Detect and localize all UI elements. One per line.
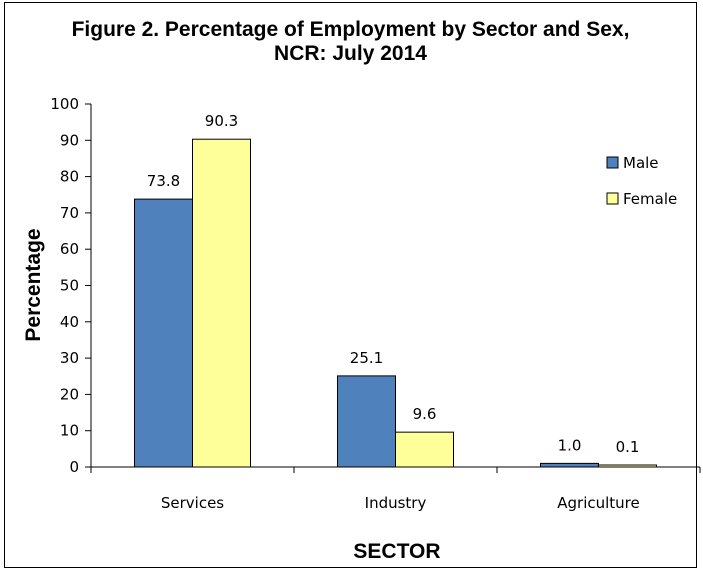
y-ticks: 0 10 20 30 40 50 60 70 80 90 100 — [50, 95, 91, 476]
data-label: 0.1 — [616, 438, 640, 456]
data-label: 73.8 — [147, 172, 180, 190]
y-tick-label: 20 — [60, 385, 79, 403]
category-labels: Services Industry Agriculture — [90, 467, 701, 512]
y-tick-label: 0 — [69, 458, 79, 476]
chart-title-line2: NCR: July 2014 — [274, 42, 427, 65]
y-tick-label: 10 — [60, 422, 79, 440]
y-tick-label: 90 — [60, 131, 79, 149]
chart-title: Figure 2. Percentage of Employment by Se… — [4, 18, 697, 66]
legend-label: Male — [623, 154, 659, 172]
y-axis-title: Percentage — [22, 228, 45, 341]
y-tick-label: 70 — [60, 204, 79, 222]
y-tick-label: 100 — [50, 95, 79, 113]
x-tick-label: Agriculture — [557, 494, 640, 512]
legend: Male Female — [606, 154, 677, 208]
x-tick-label: Industry — [365, 494, 427, 512]
bar-female-industry — [395, 431, 454, 468]
bar-male-agriculture — [540, 462, 599, 468]
x-axis-title: SECTOR — [353, 540, 440, 562]
y-tick-label: 40 — [60, 313, 79, 331]
bar-male-industry — [337, 375, 396, 468]
bar-female-services — [192, 138, 251, 468]
y-tick-label: 60 — [60, 240, 79, 258]
y-tick-label: 30 — [60, 349, 79, 367]
x-tick-label: Services — [161, 494, 224, 512]
y-tick-label: 80 — [60, 168, 79, 186]
data-label: 25.1 — [350, 349, 383, 367]
chart-title-line1: Figure 2. Percentage of Employment by Se… — [71, 18, 630, 41]
data-label: 1.0 — [558, 436, 582, 454]
bar-male-services — [134, 198, 193, 468]
bars: 73.8 90.3 25.1 9.6 1.0 0.1 — [134, 112, 657, 468]
data-label: 90.3 — [205, 112, 238, 130]
legend-swatch — [606, 192, 619, 205]
y-tick-label: 50 — [60, 277, 79, 295]
bar-female-agriculture — [598, 464, 657, 468]
data-label: 9.6 — [413, 405, 437, 423]
legend-swatch — [606, 156, 619, 169]
legend-label: Female — [623, 190, 677, 208]
